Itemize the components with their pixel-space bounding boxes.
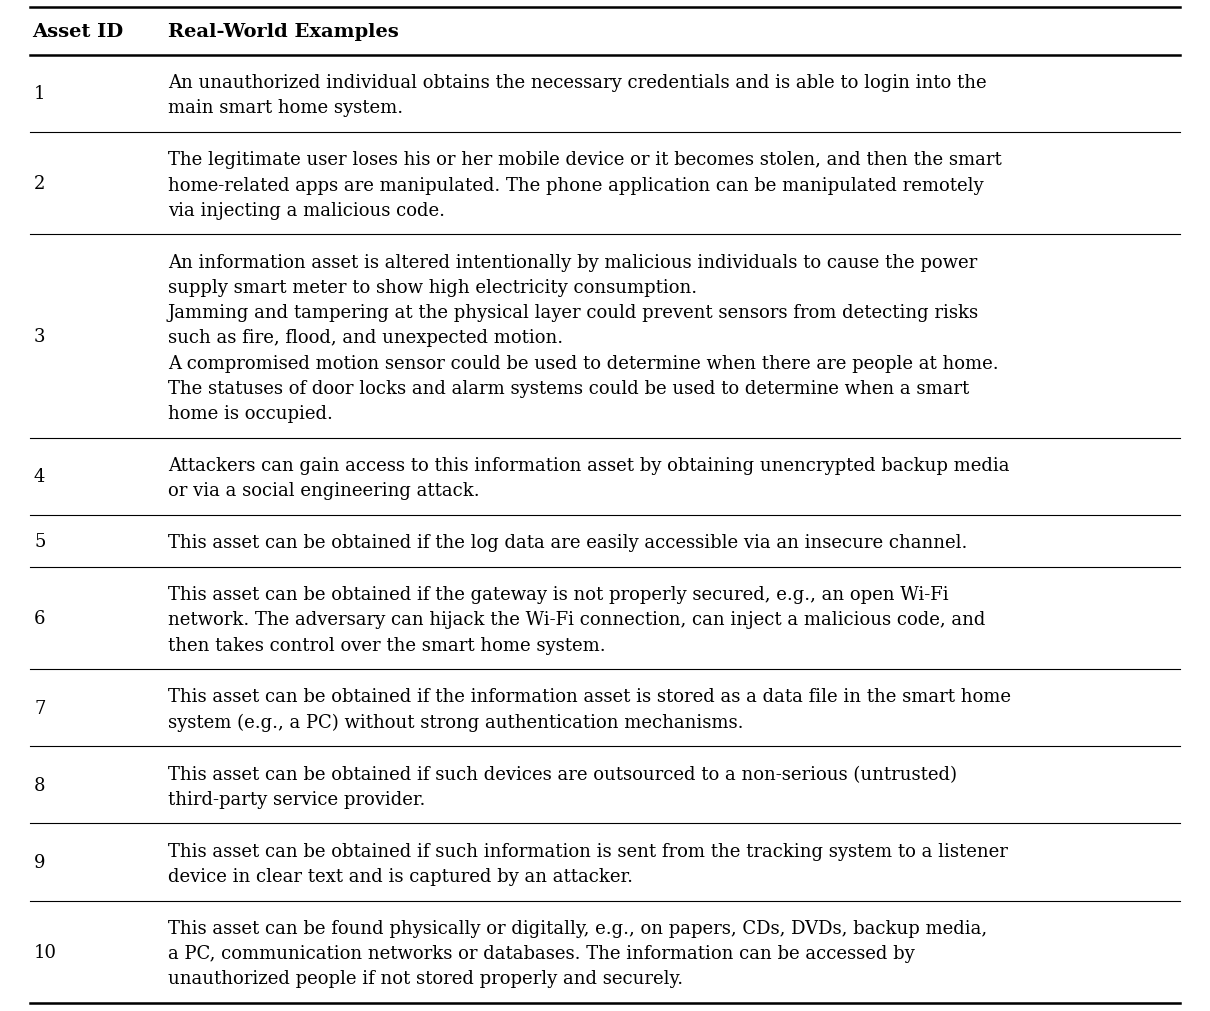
Text: This asset can be obtained if such devices are outsourced to a non-serious (untr: This asset can be obtained if such devic… bbox=[168, 765, 957, 783]
Text: 3: 3 bbox=[34, 328, 46, 346]
Text: An information asset is altered intentionally by malicious individuals to cause : An information asset is altered intentio… bbox=[168, 254, 978, 271]
Text: unauthorized people if not stored properly and securely.: unauthorized people if not stored proper… bbox=[168, 970, 684, 988]
Text: Jamming and tampering at the physical layer could prevent sensors from detecting: Jamming and tampering at the physical la… bbox=[168, 304, 979, 321]
Text: Attackers can gain access to this information asset by obtaining unencrypted bac: Attackers can gain access to this inform… bbox=[168, 457, 1009, 474]
Text: 10: 10 bbox=[34, 943, 57, 960]
Text: Real-World Examples: Real-World Examples bbox=[168, 23, 399, 40]
Text: 5: 5 bbox=[34, 533, 46, 550]
Text: 7: 7 bbox=[34, 699, 46, 717]
Text: or via a social engineering attack.: or via a social engineering attack. bbox=[168, 482, 479, 499]
Text: This asset can be found physically or digitally, e.g., on papers, CDs, DVDs, bac: This asset can be found physically or di… bbox=[168, 919, 987, 937]
Text: The statuses of door locks and alarm systems could be used to determine when a s: The statuses of door locks and alarm sys… bbox=[168, 379, 969, 397]
Text: main smart home system.: main smart home system. bbox=[168, 99, 403, 117]
Text: 6: 6 bbox=[34, 610, 46, 628]
Text: 8: 8 bbox=[34, 776, 46, 794]
Text: such as fire, flood, and unexpected motion.: such as fire, flood, and unexpected moti… bbox=[168, 330, 563, 347]
Text: The legitimate user loses his or her mobile device or it becomes stolen, and the: The legitimate user loses his or her mob… bbox=[168, 151, 1002, 169]
Text: system (e.g., a PC) without strong authentication mechanisms.: system (e.g., a PC) without strong authe… bbox=[168, 713, 743, 731]
Text: A compromised motion sensor could be used to determine when there are people at : A compromised motion sensor could be use… bbox=[168, 354, 998, 372]
Text: 1: 1 bbox=[34, 85, 46, 103]
Text: supply smart meter to show high electricity consumption.: supply smart meter to show high electric… bbox=[168, 279, 697, 296]
Text: Asset ID: Asset ID bbox=[31, 23, 123, 40]
Text: home-related apps are manipulated. The phone application can be manipulated remo: home-related apps are manipulated. The p… bbox=[168, 176, 984, 194]
Text: a PC, communication networks or databases. The information can be accessed by: a PC, communication networks or database… bbox=[168, 944, 915, 962]
Text: An unauthorized individual obtains the necessary credentials and is able to logi: An unauthorized individual obtains the n… bbox=[168, 74, 986, 92]
Text: then takes control over the smart home system.: then takes control over the smart home s… bbox=[168, 636, 606, 654]
Text: This asset can be obtained if the gateway is not properly secured, e.g., an open: This asset can be obtained if the gatewa… bbox=[168, 585, 949, 604]
Text: This asset can be obtained if the information asset is stored as a data file in : This asset can be obtained if the inform… bbox=[168, 687, 1012, 706]
Text: This asset can be obtained if such information is sent from the tracking system : This asset can be obtained if such infor… bbox=[168, 842, 1008, 860]
Text: home is occupied.: home is occupied. bbox=[168, 404, 333, 423]
Text: third-party service provider.: third-party service provider. bbox=[168, 790, 426, 808]
Text: network. The adversary can hijack the Wi-Fi connection, can inject a malicious c: network. The adversary can hijack the Wi… bbox=[168, 611, 985, 629]
Text: 9: 9 bbox=[34, 853, 46, 871]
Text: 2: 2 bbox=[34, 175, 46, 193]
Text: 4: 4 bbox=[34, 468, 46, 486]
Text: device in clear text and is captured by an attacker.: device in clear text and is captured by … bbox=[168, 867, 633, 885]
Text: This asset can be obtained if the log data are easily accessible via an insecure: This asset can be obtained if the log da… bbox=[168, 534, 967, 552]
Text: via injecting a malicious code.: via injecting a malicious code. bbox=[168, 201, 445, 219]
